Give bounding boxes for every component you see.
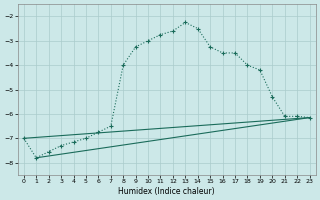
X-axis label: Humidex (Indice chaleur): Humidex (Indice chaleur) bbox=[118, 187, 215, 196]
